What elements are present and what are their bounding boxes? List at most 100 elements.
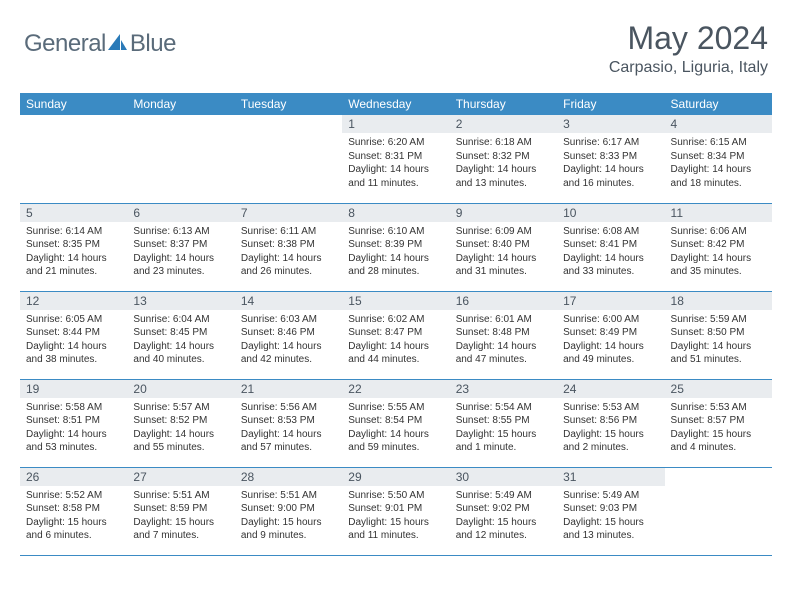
sunrise-text: Sunrise: 6:20 AM [348, 136, 443, 150]
calendar-day-cell: 31Sunrise: 5:49 AMSunset: 9:03 PMDayligh… [557, 467, 664, 555]
sunset-text: Sunset: 8:33 PM [563, 150, 658, 164]
sunset-text: Sunset: 8:53 PM [241, 414, 336, 428]
sunset-text: Sunset: 9:03 PM [563, 502, 658, 516]
sunset-text: Sunset: 8:55 PM [456, 414, 551, 428]
sunset-text: Sunset: 8:37 PM [133, 238, 228, 252]
day-body: Sunrise: 5:51 AMSunset: 9:00 PMDaylight:… [235, 486, 342, 547]
sunset-text: Sunset: 9:02 PM [456, 502, 551, 516]
header: General Blue May 2024 Carpasio, Liguria,… [0, 0, 792, 85]
day-body: Sunrise: 5:50 AMSunset: 9:01 PMDaylight:… [342, 486, 449, 547]
day-body: Sunrise: 6:13 AMSunset: 8:37 PMDaylight:… [127, 222, 234, 283]
day-number: 7 [235, 204, 342, 222]
daylight-text: Daylight: 15 hours and 9 minutes. [241, 516, 336, 543]
calendar-day-cell [235, 115, 342, 203]
daylight-text: Daylight: 14 hours and 11 minutes. [348, 163, 443, 190]
sunset-text: Sunset: 8:50 PM [671, 326, 766, 340]
sunset-text: Sunset: 8:48 PM [456, 326, 551, 340]
day-number: 19 [20, 380, 127, 398]
day-body: Sunrise: 6:02 AMSunset: 8:47 PMDaylight:… [342, 310, 449, 371]
day-body: Sunrise: 6:15 AMSunset: 8:34 PMDaylight:… [665, 133, 772, 194]
sunrise-text: Sunrise: 5:59 AM [671, 313, 766, 327]
sunrise-text: Sunrise: 6:14 AM [26, 225, 121, 239]
day-number: 27 [127, 468, 234, 486]
sunset-text: Sunset: 8:38 PM [241, 238, 336, 252]
day-number: 30 [450, 468, 557, 486]
day-number: 18 [665, 292, 772, 310]
sunset-text: Sunset: 8:49 PM [563, 326, 658, 340]
calendar-day-cell: 7Sunrise: 6:11 AMSunset: 8:38 PMDaylight… [235, 203, 342, 291]
sunrise-text: Sunrise: 6:02 AM [348, 313, 443, 327]
calendar-day-cell: 4Sunrise: 6:15 AMSunset: 8:34 PMDaylight… [665, 115, 772, 203]
calendar-day-cell: 24Sunrise: 5:53 AMSunset: 8:56 PMDayligh… [557, 379, 664, 467]
day-body: Sunrise: 5:49 AMSunset: 9:03 PMDaylight:… [557, 486, 664, 547]
daylight-text: Daylight: 15 hours and 4 minutes. [671, 428, 766, 455]
day-body: Sunrise: 5:57 AMSunset: 8:52 PMDaylight:… [127, 398, 234, 459]
day-number: 8 [342, 204, 449, 222]
daylight-text: Daylight: 14 hours and 31 minutes. [456, 252, 551, 279]
day-number: 10 [557, 204, 664, 222]
day-number: 12 [20, 292, 127, 310]
calendar-day-cell: 11Sunrise: 6:06 AMSunset: 8:42 PMDayligh… [665, 203, 772, 291]
calendar-day-cell: 3Sunrise: 6:17 AMSunset: 8:33 PMDaylight… [557, 115, 664, 203]
sunrise-text: Sunrise: 5:51 AM [241, 489, 336, 503]
day-body: Sunrise: 6:03 AMSunset: 8:46 PMDaylight:… [235, 310, 342, 371]
sunrise-text: Sunrise: 5:49 AM [456, 489, 551, 503]
daylight-text: Daylight: 14 hours and 18 minutes. [671, 163, 766, 190]
daylight-text: Daylight: 14 hours and 33 minutes. [563, 252, 658, 279]
sunrise-text: Sunrise: 6:09 AM [456, 225, 551, 239]
day-number: 31 [557, 468, 664, 486]
sunrise-text: Sunrise: 5:56 AM [241, 401, 336, 415]
day-number: 11 [665, 204, 772, 222]
logo: General Blue [24, 20, 176, 58]
calendar-day-cell: 22Sunrise: 5:55 AMSunset: 8:54 PMDayligh… [342, 379, 449, 467]
daylight-text: Daylight: 14 hours and 16 minutes. [563, 163, 658, 190]
sunrise-text: Sunrise: 5:57 AM [133, 401, 228, 415]
day-number: 3 [557, 115, 664, 133]
day-body: Sunrise: 5:49 AMSunset: 9:02 PMDaylight:… [450, 486, 557, 547]
sunrise-text: Sunrise: 6:10 AM [348, 225, 443, 239]
day-number: 9 [450, 204, 557, 222]
daylight-text: Daylight: 14 hours and 47 minutes. [456, 340, 551, 367]
calendar-day-cell: 17Sunrise: 6:00 AMSunset: 8:49 PMDayligh… [557, 291, 664, 379]
daylight-text: Daylight: 15 hours and 2 minutes. [563, 428, 658, 455]
sunrise-text: Sunrise: 6:11 AM [241, 225, 336, 239]
daylight-text: Daylight: 15 hours and 13 minutes. [563, 516, 658, 543]
day-number: 25 [665, 380, 772, 398]
calendar-day-cell: 25Sunrise: 5:53 AMSunset: 8:57 PMDayligh… [665, 379, 772, 467]
calendar-week-row: 5Sunrise: 6:14 AMSunset: 8:35 PMDaylight… [20, 203, 772, 291]
day-body: Sunrise: 5:51 AMSunset: 8:59 PMDaylight:… [127, 486, 234, 547]
daylight-text: Daylight: 14 hours and 23 minutes. [133, 252, 228, 279]
calendar-day-cell: 19Sunrise: 5:58 AMSunset: 8:51 PMDayligh… [20, 379, 127, 467]
sunrise-text: Sunrise: 5:50 AM [348, 489, 443, 503]
sunrise-text: Sunrise: 5:54 AM [456, 401, 551, 415]
calendar-week-row: 1Sunrise: 6:20 AMSunset: 8:31 PMDaylight… [20, 115, 772, 203]
calendar-day-cell: 9Sunrise: 6:09 AMSunset: 8:40 PMDaylight… [450, 203, 557, 291]
sunrise-text: Sunrise: 6:08 AM [563, 225, 658, 239]
day-number: 17 [557, 292, 664, 310]
day-body: Sunrise: 6:14 AMSunset: 8:35 PMDaylight:… [20, 222, 127, 283]
sunset-text: Sunset: 8:44 PM [26, 326, 121, 340]
calendar-day-cell: 2Sunrise: 6:18 AMSunset: 8:32 PMDaylight… [450, 115, 557, 203]
sunset-text: Sunset: 8:54 PM [348, 414, 443, 428]
sunrise-text: Sunrise: 6:13 AM [133, 225, 228, 239]
weekday-header: Thursday [450, 93, 557, 115]
calendar-day-cell: 16Sunrise: 6:01 AMSunset: 8:48 PMDayligh… [450, 291, 557, 379]
day-body: Sunrise: 6:06 AMSunset: 8:42 PMDaylight:… [665, 222, 772, 283]
daylight-text: Daylight: 14 hours and 44 minutes. [348, 340, 443, 367]
day-number: 15 [342, 292, 449, 310]
day-number: 23 [450, 380, 557, 398]
sunset-text: Sunset: 8:59 PM [133, 502, 228, 516]
calendar-day-cell: 18Sunrise: 5:59 AMSunset: 8:50 PMDayligh… [665, 291, 772, 379]
calendar-day-cell: 23Sunrise: 5:54 AMSunset: 8:55 PMDayligh… [450, 379, 557, 467]
weekday-header: Saturday [665, 93, 772, 115]
day-number: 20 [127, 380, 234, 398]
day-body: Sunrise: 6:18 AMSunset: 8:32 PMDaylight:… [450, 133, 557, 194]
day-number: 1 [342, 115, 449, 133]
day-body: Sunrise: 5:52 AMSunset: 8:58 PMDaylight:… [20, 486, 127, 547]
calendar-day-cell: 30Sunrise: 5:49 AMSunset: 9:02 PMDayligh… [450, 467, 557, 555]
sunrise-text: Sunrise: 5:52 AM [26, 489, 121, 503]
day-number: 29 [342, 468, 449, 486]
day-number: 24 [557, 380, 664, 398]
day-body: Sunrise: 5:54 AMSunset: 8:55 PMDaylight:… [450, 398, 557, 459]
sail-icon [106, 32, 128, 57]
